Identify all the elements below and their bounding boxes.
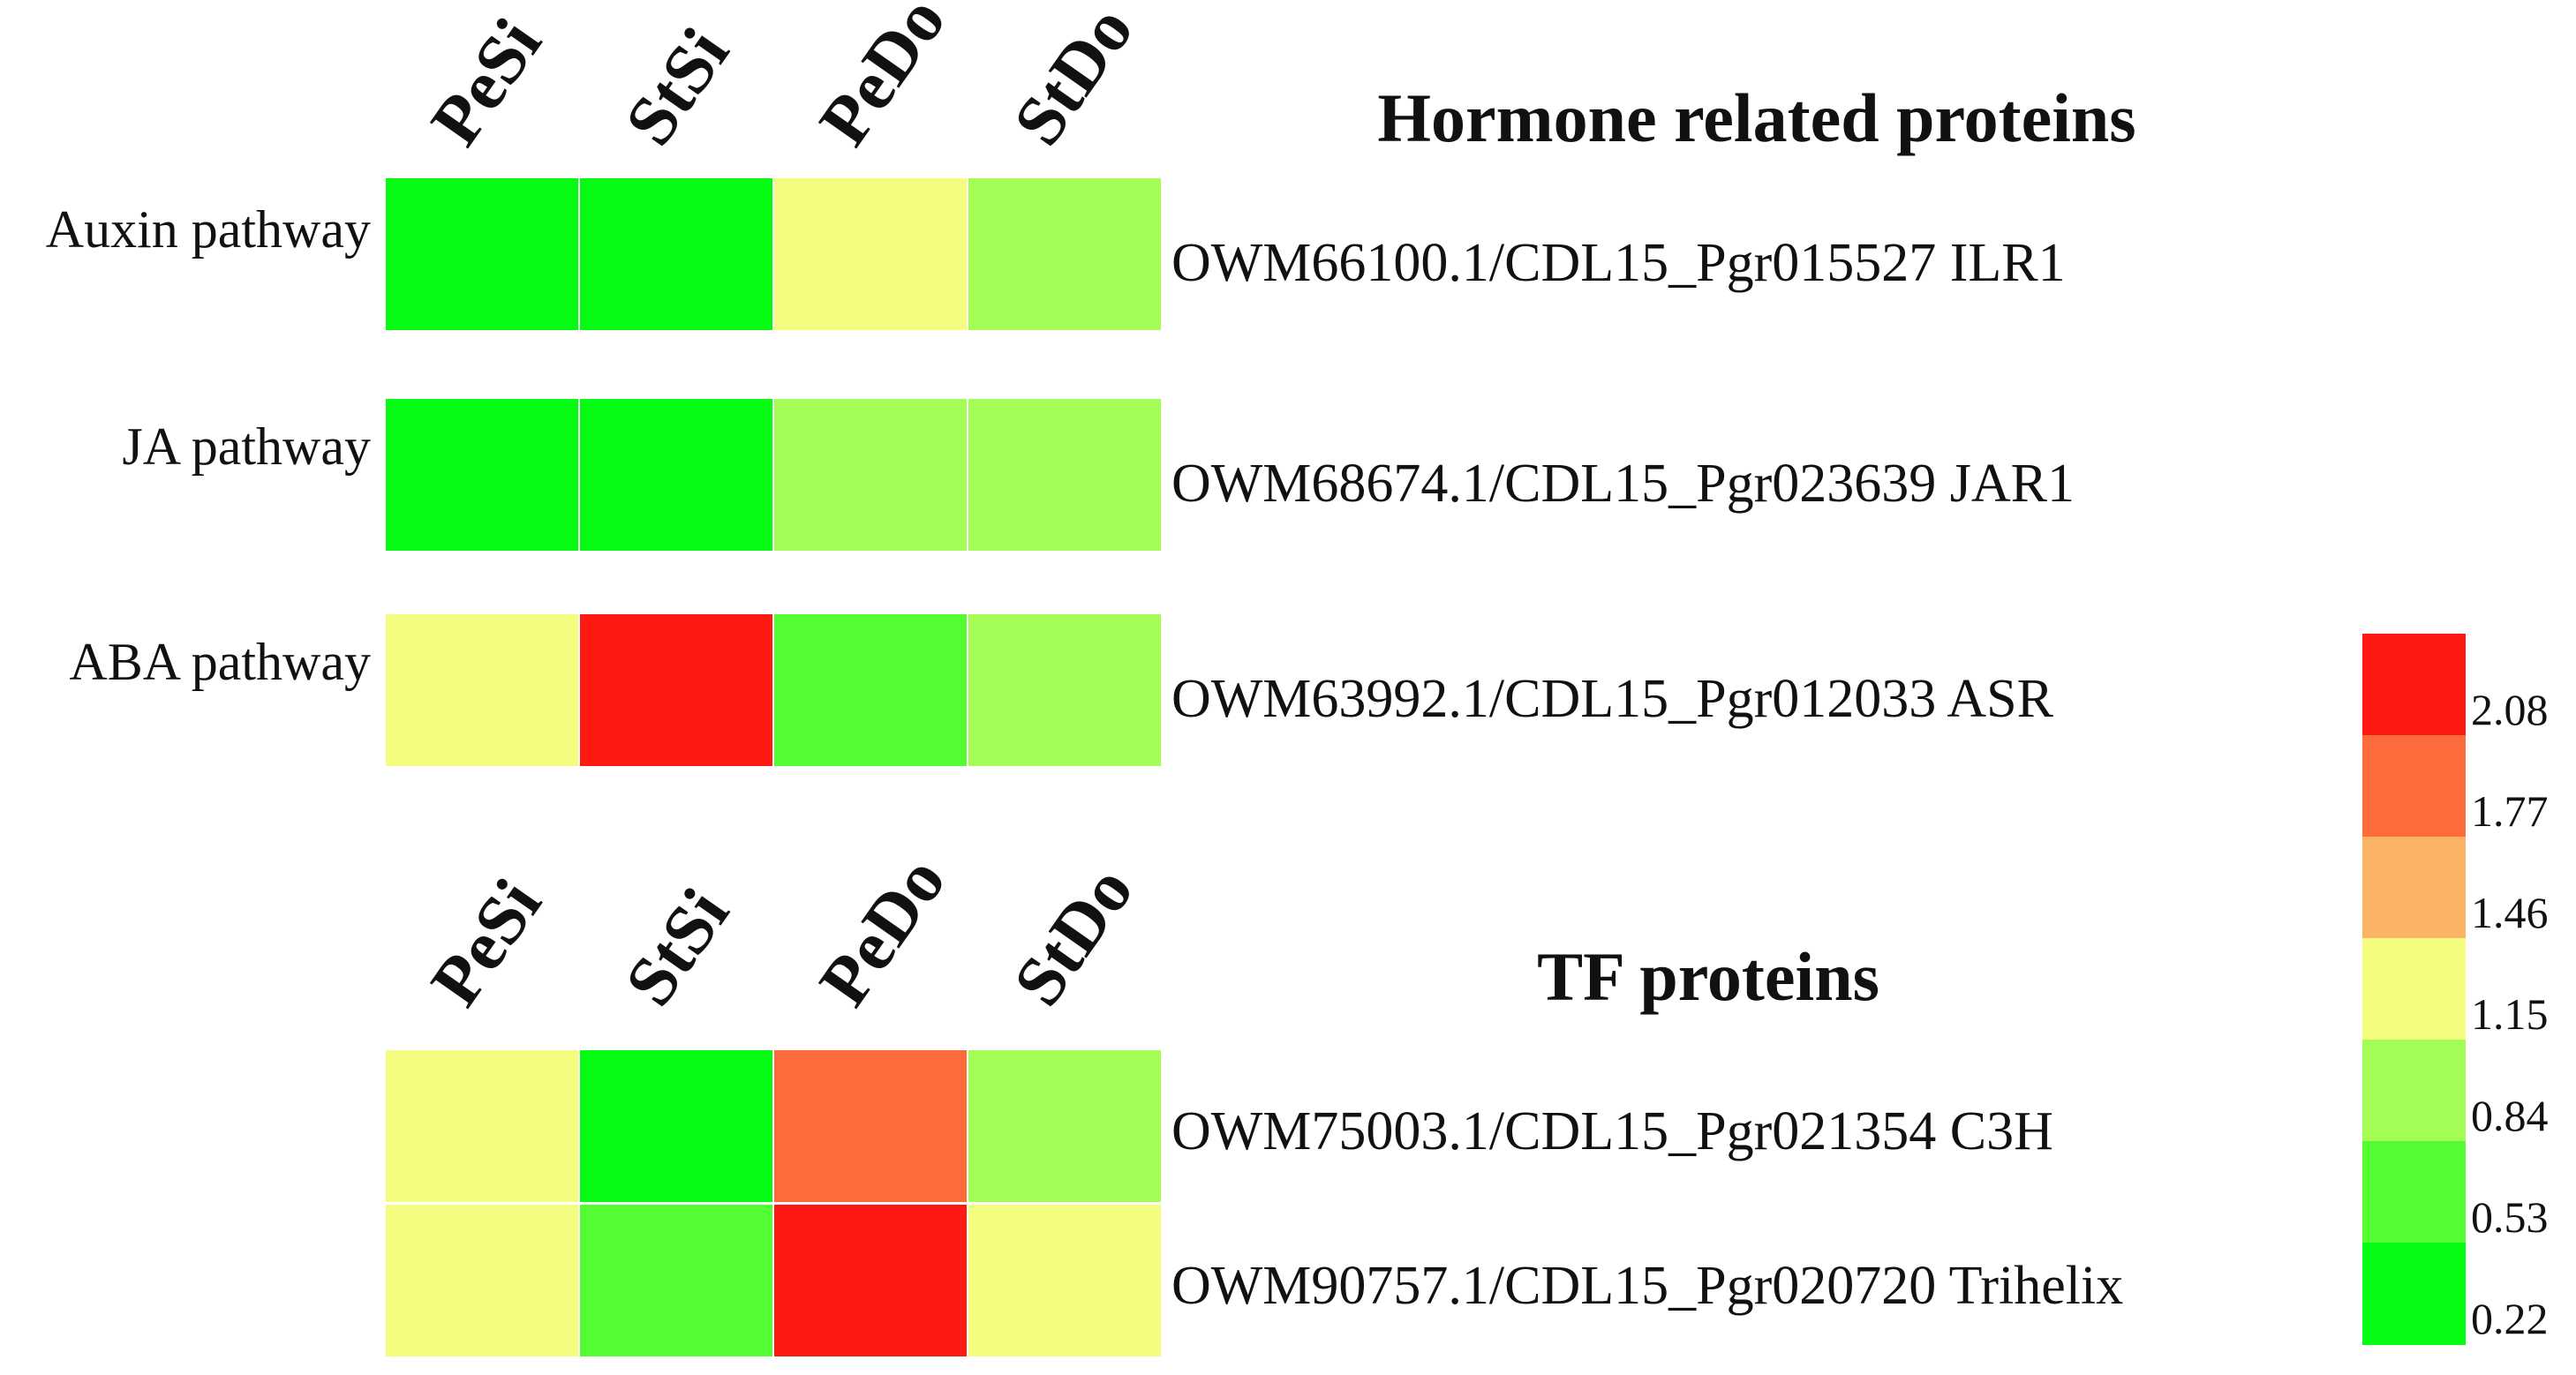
- panel-title: TF proteins: [1537, 938, 1879, 1015]
- heatmap-cell: [386, 1050, 578, 1202]
- column-label: PeSi: [417, 866, 557, 1019]
- legend-swatch: [2362, 634, 2466, 736]
- legend-tick-label: 2.08: [2471, 685, 2549, 734]
- protein-label: OWM68674.1/CDL15_Pgr023639 JAR1: [1171, 454, 2075, 514]
- protein-label: OWM75003.1/CDL15_Pgr021354 C3H: [1171, 1101, 2053, 1161]
- protein-label: OWM66100.1/CDL15_Pgr015527 ILR1: [1171, 233, 2066, 293]
- heatmap-cell: [968, 1050, 1161, 1202]
- heatmap-cell: [968, 1205, 1161, 1356]
- heatmap-row: ABA pathway OWM63992.1/CDL15_Pgr012033 AS…: [69, 614, 2054, 766]
- heatmap-cell: [386, 1205, 578, 1356]
- heatmap-row: Auxin pathway OWM66100.1/CDL15_Pgr015527 …: [46, 178, 2066, 330]
- legend-swatch: [2362, 1040, 2466, 1142]
- heatmap-cell: [774, 614, 967, 766]
- legend-tick-label: 0.22: [2471, 1294, 2549, 1343]
- heatmap-panel: Hormone related proteins PeSi StSi PeDo StDo…: [46, 0, 2136, 766]
- column-label: StSi: [611, 875, 744, 1019]
- legend-tick-label: 1.46: [2471, 888, 2549, 937]
- heatmap-cell: [386, 614, 578, 766]
- heatmap-row: OWM90757.1/CDL15_Pgr020720 Trihelix: [386, 1205, 2123, 1356]
- column-label: StSi: [611, 15, 744, 159]
- column-label: StDo: [999, 853, 1149, 1019]
- heatmap-cell: [580, 1050, 772, 1202]
- heatmap-cell: [774, 1205, 967, 1356]
- legend-swatch: [2362, 735, 2466, 838]
- panel-title: Hormone related proteins: [1377, 79, 2135, 156]
- heatmap-cell: [774, 399, 967, 551]
- pathway-label: JA pathway: [122, 417, 371, 476]
- heatmap-cell: [386, 178, 578, 330]
- legend-swatch: [2362, 1141, 2466, 1244]
- heatmap-cell: [580, 614, 772, 766]
- legend-tick-label: 0.53: [2471, 1192, 2549, 1242]
- column-label: PeDo: [805, 0, 961, 159]
- heatmap-cell: [774, 1050, 967, 1202]
- heatmap-cell: [580, 399, 772, 551]
- protein-label: OWM63992.1/CDL15_Pgr012033 ASR: [1171, 669, 2054, 729]
- heatmap-cell: [968, 178, 1161, 330]
- legend-swatch: [2362, 837, 2466, 939]
- color-legend: 2.08 1.77 1.46 1.15 0.84 0.53 0.22: [2362, 634, 2549, 1345]
- legend-tick-label: 1.15: [2471, 989, 2549, 1039]
- heatmap-cell: [580, 1205, 772, 1356]
- legend-tick-label: 1.77: [2471, 786, 2549, 836]
- column-label: PeDo: [805, 844, 961, 1020]
- protein-label: OWM90757.1/CDL15_Pgr020720 Trihelix: [1171, 1256, 2123, 1316]
- heatmap-cell: [968, 399, 1161, 551]
- pathway-label: Auxin pathway: [46, 200, 371, 259]
- heatmap-cell: [580, 178, 772, 330]
- heatmap-cell: [968, 614, 1161, 766]
- heatmap-cell: [774, 178, 967, 330]
- legend-swatch: [2362, 938, 2466, 1041]
- heatmap-row: OWM75003.1/CDL15_Pgr021354 C3H: [386, 1050, 2053, 1202]
- heatmap-row: JA pathway OWM68674.1/CDL15_Pgr023639 JAR…: [122, 399, 2075, 551]
- heatmap-panel: TF proteins PeSi StSi PeDo StDo OWM75003.1/CD…: [386, 844, 2123, 1356]
- legend-swatch: [2362, 1243, 2466, 1345]
- column-label: StDo: [999, 0, 1149, 159]
- heatmap-cell: [386, 399, 578, 551]
- pathway-label: ABA pathway: [69, 633, 371, 691]
- column-label: PeSi: [417, 5, 557, 159]
- legend-tick-label: 0.84: [2471, 1091, 2549, 1140]
